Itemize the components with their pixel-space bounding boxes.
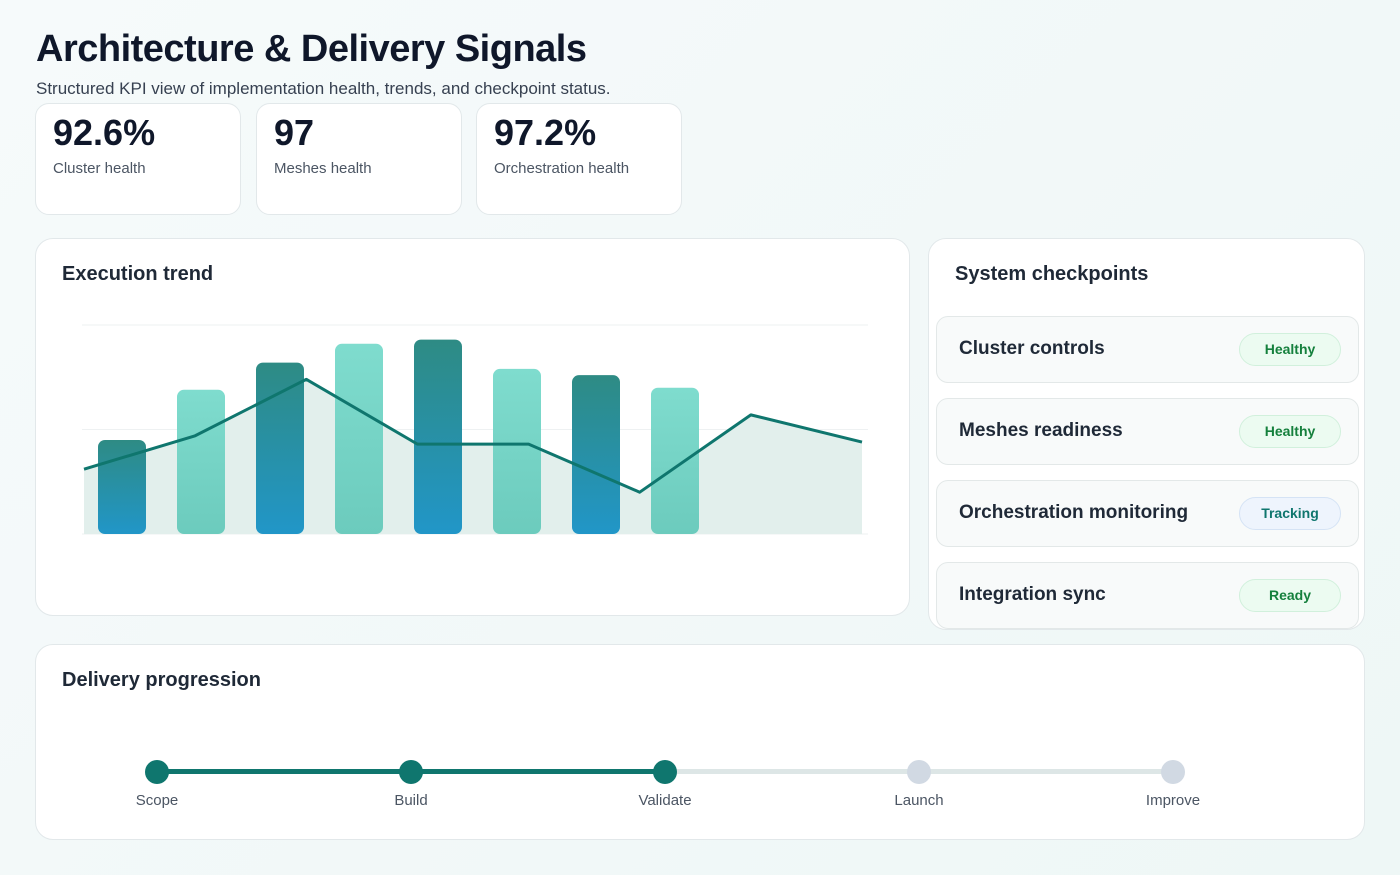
step-build[interactable]: Build [351, 760, 471, 809]
bar [651, 387, 699, 534]
kpi-label: Meshes health [274, 160, 372, 177]
bar [572, 375, 620, 534]
page-title: Architecture & Delivery Signals [36, 28, 587, 70]
step-label: Improve [1145, 792, 1201, 809]
step-launch[interactable]: Launch [859, 760, 979, 809]
kpi-label: Cluster health [53, 160, 146, 177]
checkpoints-title: System checkpoints [955, 263, 1149, 285]
page-subtitle: Structured KPI view of implementation he… [36, 79, 611, 98]
step-dot [907, 760, 931, 784]
kpi-label: Orchestration health [494, 160, 630, 177]
status-badge: Healthy [1239, 333, 1341, 366]
step-dot [399, 760, 423, 784]
bar [98, 439, 146, 534]
checkpoint-item[interactable]: Orchestration monitoring Tracking [936, 480, 1359, 547]
checkpoint-name: Integration sync [959, 584, 1106, 605]
step-scope[interactable]: Scope [97, 760, 217, 809]
kpi-card-meshes: 97 Meshes health [256, 103, 462, 215]
kpi-card-cluster: 92.6% Cluster health [35, 103, 241, 215]
checkpoint-item[interactable]: Cluster controls Healthy [936, 316, 1359, 383]
kpi-value: 92.6% [53, 112, 156, 153]
checkpoint-name: Meshes readiness [959, 420, 1123, 441]
bar [414, 339, 462, 534]
step-validate[interactable]: Validate [605, 760, 725, 809]
kpi-card-orchestration: 97.2% Orchestration health [476, 103, 682, 215]
bar [493, 368, 541, 534]
status-badge: Tracking [1239, 497, 1341, 530]
execution-trend-card: Execution trend [35, 238, 910, 616]
step-label: Validate [638, 792, 692, 809]
bar [335, 343, 383, 534]
delivery-title: Delivery progression [62, 669, 261, 691]
system-checkpoints-card: System checkpoints Cluster controls Healt… [928, 238, 1365, 630]
checkpoint-item[interactable]: Meshes readiness Healthy [936, 398, 1359, 465]
trend-line [83, 377, 863, 494]
checkpoint-name: Orchestration monitoring [959, 502, 1189, 523]
status-badge: Ready [1239, 579, 1341, 612]
checkpoint-name: Cluster controls [959, 338, 1105, 359]
chart-title: Execution trend [62, 263, 214, 285]
step-dot [1161, 760, 1185, 784]
kpi-value: 97 [274, 112, 315, 153]
step-dot [145, 760, 169, 784]
step-label: Scope [135, 792, 179, 809]
delivery-progression-card: Delivery progression [35, 644, 1365, 840]
kpi-value: 97.2% [494, 112, 597, 153]
step-label: Build [394, 792, 428, 809]
execution-trend-chart [82, 324, 868, 535]
step-improve[interactable]: Improve [1113, 760, 1233, 809]
status-badge: Healthy [1239, 415, 1341, 448]
step-dot [653, 760, 677, 784]
step-label: Launch [894, 792, 944, 809]
bar [177, 389, 225, 534]
checkpoint-item[interactable]: Integration sync Ready [936, 562, 1359, 629]
bar [256, 362, 304, 534]
